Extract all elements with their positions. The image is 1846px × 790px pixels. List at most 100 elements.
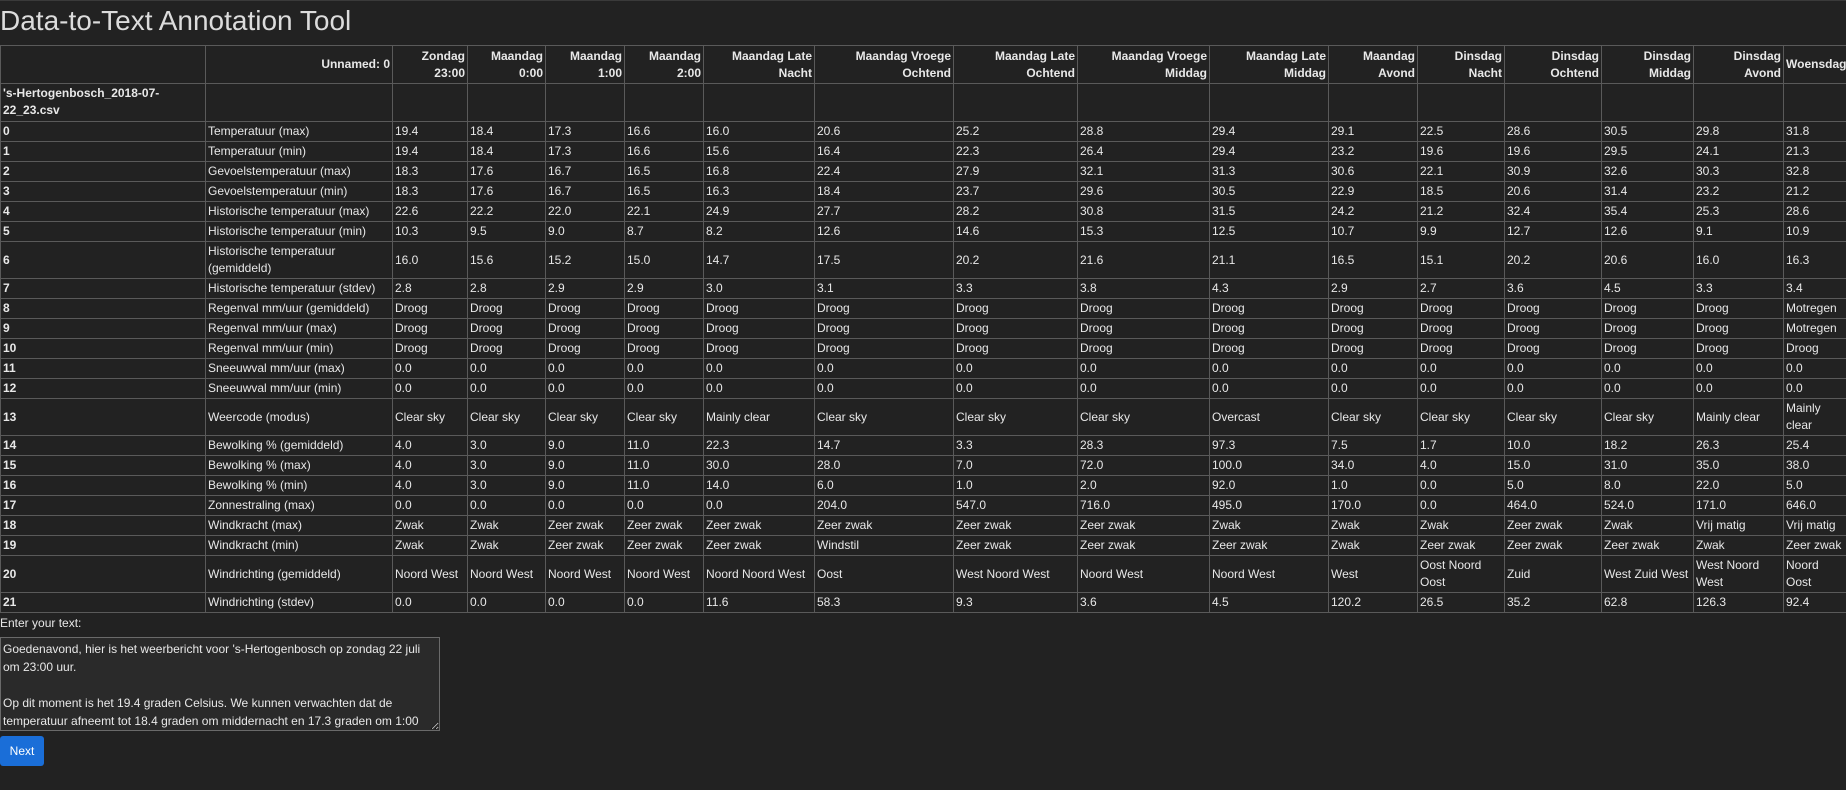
table-cell: 0.0 [1417, 495, 1505, 516]
table-cell: 8.0 [1601, 475, 1694, 496]
table-cell: Clear sky [814, 398, 954, 436]
table-cell: 2.7 [1417, 278, 1505, 299]
table-row: 8 Regenval mm/uur (gemiddeld) Droog Droog Dr… [0, 298, 1846, 319]
table-cell: 10.7 [1328, 221, 1418, 242]
annotation-textarea[interactable] [0, 637, 440, 731]
row-index: 3 [0, 181, 206, 202]
column-header: Dinsdag Nacht [1417, 45, 1505, 84]
table-cell: 2.8 [467, 278, 546, 299]
table-row: 11 Sneeuwval mm/uur (max) 0.0 0.0 0.0 0.0 0.0 0… [0, 358, 1846, 379]
table-cell: 3.3 [953, 278, 1078, 299]
table-cell: 19.4 [392, 121, 468, 142]
table-cell: 17.3 [545, 141, 625, 162]
table-cell: 0.0 [467, 495, 546, 516]
row-label: Gevoelstemperatuur (min) [205, 181, 393, 202]
row-label: Bewolking % (max) [205, 455, 393, 476]
table-body: 's-Hertogenbosch_2018-07-22_23.csv 0 Tempe… [0, 83, 1846, 613]
empty-cell [545, 83, 625, 122]
table-cell: 0.0 [953, 378, 1078, 399]
table-cell: 0.0 [545, 378, 625, 399]
table-cell: 25.4 [1783, 435, 1846, 456]
table-cell: 16.6 [624, 121, 704, 142]
table-cell: 3.0 [703, 278, 815, 299]
empty-cell [467, 83, 546, 122]
table-cell: 14.7 [703, 241, 815, 279]
table-cell: Zwak [467, 535, 546, 556]
row-index: 20 [0, 555, 206, 593]
table-cell: Zeer zwak [1601, 535, 1694, 556]
empty-cell [1328, 83, 1418, 122]
table-cell: 204.0 [814, 495, 954, 516]
table-cell: 22.6 [392, 201, 468, 222]
table-cell: 6.0 [814, 475, 954, 496]
table-cell: 16.8 [703, 161, 815, 182]
table-cell: 32.4 [1504, 201, 1602, 222]
page-title: Data-to-Text Annotation Tool [0, 5, 352, 36]
table-cell: West Zuid West [1601, 555, 1694, 593]
table-cell: 4.0 [1417, 455, 1505, 476]
table-cell: 30.9 [1504, 161, 1602, 182]
table-cell: 2.9 [624, 278, 704, 299]
table-cell: 26.4 [1077, 141, 1210, 162]
header-row: Unnamed: 0 Zondag 23:00 Maandag 0:00 Maanda… [0, 45, 1846, 84]
table-cell: Oost [814, 555, 954, 593]
table-cell: 22.1 [1417, 161, 1505, 182]
empty-cell [1783, 83, 1846, 122]
table-cell: Noord West [1209, 555, 1329, 593]
table-cell: 19.4 [392, 141, 468, 162]
table-cell: 18.5 [1417, 181, 1505, 202]
table-cell: Droog [953, 338, 1078, 359]
table-cell: Droog [392, 318, 468, 339]
table-cell: 28.0 [814, 455, 954, 476]
table-cell: Zeer zwak [814, 515, 954, 536]
column-header: Maandag 1:00 [545, 45, 625, 84]
table-cell: 35.4 [1601, 201, 1694, 222]
row-index: 2 [0, 161, 206, 182]
table-cell: 18.3 [392, 161, 468, 182]
row-index: 19 [0, 535, 206, 556]
row-index: 21 [0, 592, 206, 613]
table-cell: 9.1 [1693, 221, 1784, 242]
table-cell: 15.0 [624, 241, 704, 279]
table-cell: 0.0 [1693, 358, 1784, 379]
table-cell: 0.0 [624, 378, 704, 399]
table-cell: 25.3 [1693, 201, 1784, 222]
column-header: Woensdag [1783, 45, 1846, 84]
table-cell: 28.3 [1077, 435, 1210, 456]
table-cell: 58.3 [814, 592, 954, 613]
table-cell: Droog [1417, 298, 1505, 319]
table-cell: 7.0 [953, 455, 1078, 476]
table-cell: Droog [703, 298, 815, 319]
table-cell: Zwak [1417, 515, 1505, 536]
empty-cell [1693, 83, 1784, 122]
table-cell: 9.5 [467, 221, 546, 242]
table-cell: 11.0 [624, 455, 704, 476]
table-cell: 21.1 [1209, 241, 1329, 279]
table-cell: 30.3 [1693, 161, 1784, 182]
table-cell: 1.7 [1417, 435, 1505, 456]
table-cell: Zeer zwak [1504, 535, 1602, 556]
table-cell: Noord Oost [1783, 555, 1846, 593]
table-cell: Droog [1328, 318, 1418, 339]
row-label: Historische temperatuur (min) [205, 221, 393, 242]
table-cell: Zeer zwak [1077, 535, 1210, 556]
row-index: 11 [0, 358, 206, 379]
row-label: Temperatuur (max) [205, 121, 393, 142]
table-cell: 0.0 [1693, 378, 1784, 399]
table-cell: 29.4 [1209, 141, 1329, 162]
table-cell: 16.0 [703, 121, 815, 142]
row-label: Historische temperatuur (gemiddeld) [205, 241, 393, 279]
column-header: Maandag Late Ochtend [953, 45, 1078, 84]
table-cell: Zwak [1693, 535, 1784, 556]
table-cell: Zwak [392, 515, 468, 536]
table-cell: 20.2 [953, 241, 1078, 279]
table-cell: 9.0 [545, 455, 625, 476]
row-index: 9 [0, 318, 206, 339]
table-cell: 92.4 [1783, 592, 1846, 613]
table-cell: Droog [1328, 298, 1418, 319]
table-cell: 29.5 [1601, 141, 1694, 162]
table-cell: 62.8 [1601, 592, 1694, 613]
next-button[interactable]: Next [0, 736, 44, 766]
table-cell: 495.0 [1209, 495, 1329, 516]
table-cell: Noord West [467, 555, 546, 593]
